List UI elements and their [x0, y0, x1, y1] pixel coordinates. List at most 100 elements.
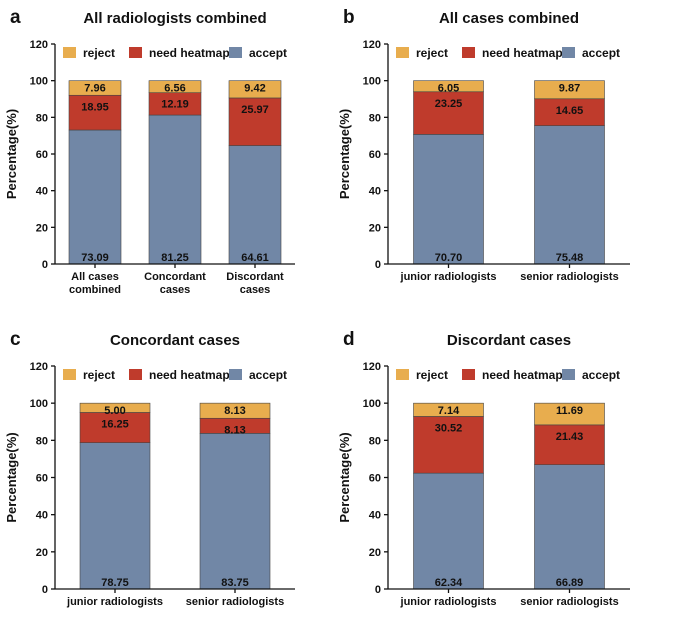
bar-need-heatmaps [79, 412, 151, 443]
bar-reject [79, 402, 151, 413]
x-tick-label: junior radiologists [66, 596, 163, 608]
data-label-reject: 5.00 [104, 405, 125, 417]
x-tick-label: junior radiologists [400, 271, 497, 283]
legend-swatch-accept [562, 369, 575, 380]
bar-accept [199, 433, 271, 590]
data-label-need-heatmaps: 21.43 [556, 431, 584, 443]
data-label-accept: 64.61 [241, 252, 269, 264]
data-label-need-heatmaps: 25.97 [241, 104, 269, 116]
y-axis-label: Percentage(%) [4, 109, 19, 199]
bar-accept [68, 129, 122, 265]
bar-accept [534, 125, 605, 265]
legend-label-accept: accept [582, 368, 620, 382]
y-tick-label: 60 [36, 149, 48, 161]
legend-label-accept: accept [249, 368, 287, 382]
data-label-need-heatmaps: 12.19 [161, 99, 189, 111]
x-tick-label: senior radiologists [186, 596, 284, 608]
y-tick-label: 100 [363, 398, 381, 410]
panel-c: c Concordant cases Percentage(%) 78.75 83.75… [4, 329, 295, 608]
y-tick-label: 40 [369, 186, 381, 198]
y-tick-label: 100 [30, 398, 48, 410]
y-tick-label: 120 [363, 361, 381, 373]
y-tick-label: 60 [369, 473, 381, 485]
data-label-reject: 7.14 [438, 405, 460, 417]
y-tick-label: 120 [30, 361, 48, 373]
bar-reject [228, 80, 282, 99]
y-tick-label: 20 [36, 547, 48, 559]
legend-swatch-accept [229, 369, 242, 380]
legend-label-reject: reject [416, 46, 448, 60]
legend-swatch-reject [396, 47, 409, 58]
bar-reject [148, 80, 202, 93]
data-label-reject: 9.42 [244, 83, 265, 95]
bar-reject [413, 402, 484, 417]
chart-title: Discordant cases [447, 332, 571, 349]
x-tick-label: cases [240, 284, 271, 296]
bar-accept [79, 442, 151, 590]
legend-swatch-accept [229, 47, 242, 58]
x-tick-label: senior radiologists [520, 596, 618, 608]
legend-label-need-heatmaps: need heatmaps [482, 368, 570, 382]
chart-title: All cases combined [439, 10, 579, 27]
data-label-need-heatmaps: 30.52 [435, 422, 463, 434]
y-tick-label: 40 [36, 510, 48, 522]
bar-reject [199, 402, 271, 419]
panel-letter: a [10, 7, 21, 28]
legend-label-accept: accept [582, 46, 620, 60]
data-label-accept: 83.75 [221, 577, 249, 589]
panel-d: d Discordant cases Percentage(%) 62.34 66.89… [337, 329, 630, 608]
data-label-accept: 66.89 [556, 577, 584, 589]
legend-swatch-need-heatmaps [462, 47, 475, 58]
data-label-accept: 62.34 [435, 577, 463, 589]
data-label-reject: 6.05 [438, 83, 459, 95]
legend-label-accept: accept [249, 46, 287, 60]
y-tick-label: 120 [30, 39, 48, 51]
y-tick-label: 40 [36, 186, 48, 198]
x-tick-label: All cases [71, 271, 119, 283]
legend-label-reject: reject [83, 46, 115, 60]
y-tick-label: 0 [375, 259, 381, 271]
legend-swatch-reject [63, 47, 76, 58]
y-tick-label: 120 [363, 39, 381, 51]
bar-need-heatmaps [68, 94, 122, 131]
data-label-reject: 6.56 [164, 83, 185, 95]
legend-label-reject: reject [416, 368, 448, 382]
panel-b: b All cases combined Percentage(%) 70.70 75.… [337, 7, 630, 283]
chart-title: All radiologists combined [83, 10, 266, 27]
data-label-reject: 7.96 [84, 83, 105, 95]
legend-swatch-need-heatmaps [129, 369, 142, 380]
y-tick-label: 40 [369, 510, 381, 522]
y-tick-label: 100 [30, 76, 48, 88]
y-axis-label: Percentage(%) [4, 432, 19, 522]
x-tick-label: Discordant [226, 271, 284, 283]
bar-need-heatmaps [534, 424, 605, 465]
legend-swatch-need-heatmaps [462, 369, 475, 380]
x-tick-label: cases [160, 284, 191, 296]
y-tick-label: 0 [42, 584, 48, 596]
data-label-need-heatmaps: 8.13 [224, 424, 245, 436]
y-tick-label: 60 [36, 473, 48, 485]
legend-swatch-reject [63, 369, 76, 380]
data-label-accept: 75.48 [556, 252, 584, 264]
bar-accept [228, 145, 282, 265]
bar-reject [413, 80, 484, 93]
y-axis-label: Percentage(%) [337, 109, 352, 199]
legend-swatch-reject [396, 369, 409, 380]
y-tick-label: 0 [42, 259, 48, 271]
panel-a: a All radiologists combined Percentage(%) 7… [4, 7, 295, 296]
y-tick-label: 20 [369, 547, 381, 559]
data-label-need-heatmaps: 16.25 [101, 418, 129, 430]
y-tick-label: 0 [375, 584, 381, 596]
legend-label-reject: reject [83, 368, 115, 382]
data-label-need-heatmaps: 23.25 [435, 98, 463, 110]
x-tick-label: Concordant [144, 271, 206, 283]
data-label-accept: 78.75 [101, 577, 129, 589]
x-tick-label: senior radiologists [520, 271, 618, 283]
legend-swatch-need-heatmaps [129, 47, 142, 58]
y-tick-label: 80 [369, 435, 381, 447]
y-tick-label: 80 [36, 435, 48, 447]
chart-title: Concordant cases [110, 332, 240, 349]
bar-accept [534, 464, 605, 590]
y-tick-label: 20 [369, 222, 381, 234]
